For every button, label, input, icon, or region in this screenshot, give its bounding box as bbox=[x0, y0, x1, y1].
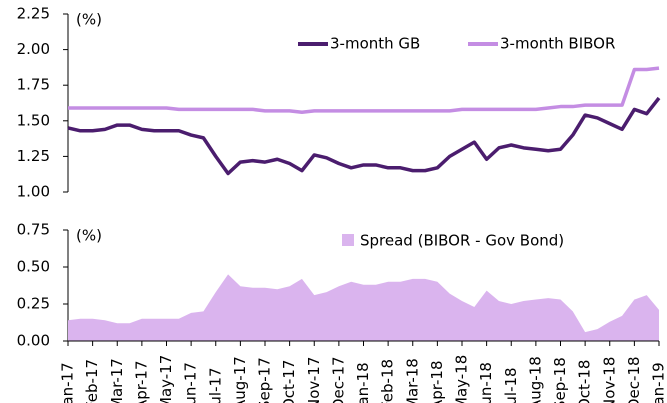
x-tick-label: Oct-17 bbox=[280, 360, 298, 403]
x-tick-label: Nov-18 bbox=[600, 357, 618, 403]
y-tick-label: 2.25 bbox=[17, 5, 50, 23]
y-tick-label: 2.00 bbox=[17, 40, 50, 58]
x-tick-label: May-18 bbox=[453, 355, 471, 403]
legend-swatch bbox=[342, 234, 354, 246]
x-tick-label: Feb-18 bbox=[379, 359, 397, 403]
legend-label: 3-month GB bbox=[330, 35, 420, 53]
x-tick-label: May-17 bbox=[157, 355, 175, 403]
line bbox=[67, 96, 661, 176]
unit-label: (%) bbox=[76, 227, 102, 245]
x-tick-label: Aug-18 bbox=[526, 356, 544, 403]
y-tick-label: 1.50 bbox=[17, 111, 50, 129]
x-tick-label: Aug-17 bbox=[231, 356, 249, 403]
x-tick-label: Mar-18 bbox=[403, 358, 421, 403]
x-tick-label: Feb-17 bbox=[83, 359, 101, 403]
x-tick-label: Jun-18 bbox=[477, 362, 495, 403]
y-tick-label: 1.25 bbox=[17, 147, 50, 165]
y-tick-label: 1.75 bbox=[17, 76, 50, 94]
x-tick-label: Apr-17 bbox=[132, 361, 150, 403]
x-tick-label: Jul-18 bbox=[502, 367, 520, 403]
y-tick-label: 0.75 bbox=[17, 221, 50, 239]
x-tick-label: Dec-17 bbox=[329, 356, 347, 403]
x-tick-label: Mar-17 bbox=[108, 358, 126, 403]
y-tick-label: 1.00 bbox=[17, 183, 50, 201]
x-tick-label: Nov-17 bbox=[305, 357, 323, 403]
x-tick-label: Jan-18 bbox=[354, 362, 372, 403]
x-tick-label: Jun-17 bbox=[182, 362, 200, 403]
legend-label: 3-month BIBOR bbox=[500, 35, 615, 53]
x-tick-label: Jul-17 bbox=[206, 367, 224, 403]
legend-label: Spread (BIBOR - Gov Bond) bbox=[360, 232, 564, 250]
x-tick-label: Dec-18 bbox=[625, 356, 643, 403]
x-tick-label: Sep-18 bbox=[551, 357, 569, 403]
unit-label: (%) bbox=[76, 11, 102, 29]
x-tick-label: Oct-18 bbox=[576, 360, 594, 403]
x-tick-label: Sep-17 bbox=[256, 357, 274, 403]
y-tick-label: 0.00 bbox=[17, 332, 50, 350]
line bbox=[68, 66, 660, 115]
area bbox=[68, 274, 659, 341]
x-tick-label: Jan-17 bbox=[59, 362, 77, 403]
y-tick-label: 0.25 bbox=[17, 295, 50, 313]
x-tick-label: Jan-19 bbox=[650, 362, 667, 403]
x-tick-label: Apr-18 bbox=[428, 361, 446, 403]
y-tick-label: 0.50 bbox=[17, 258, 50, 276]
